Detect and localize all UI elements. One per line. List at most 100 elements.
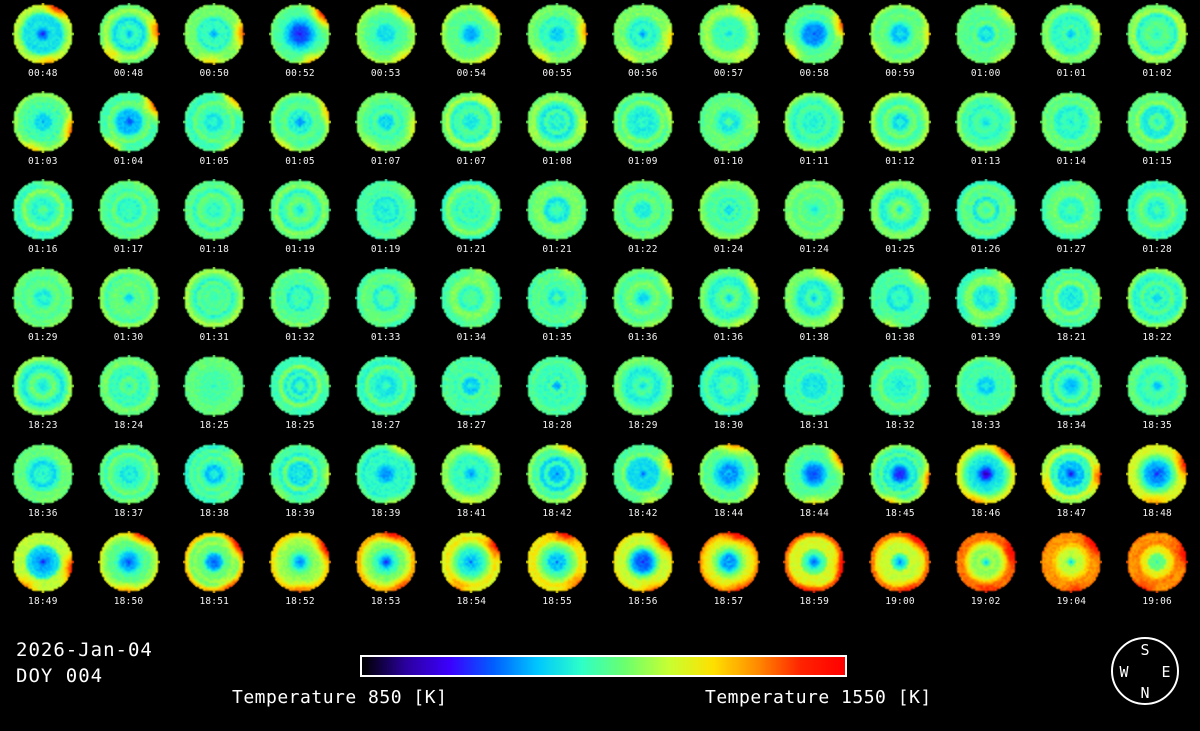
montage-frame[interactable]: 01:15	[1114, 88, 1200, 176]
montage-frame[interactable]: 01:30	[86, 264, 172, 352]
montage-frame[interactable]: 18:52	[257, 528, 343, 616]
montage-frame[interactable]: 01:05	[171, 88, 257, 176]
montage-frame[interactable]: 00:57	[686, 0, 772, 88]
montage-frame[interactable]: 00:48	[0, 0, 86, 88]
montage-frame[interactable]: 01:29	[0, 264, 86, 352]
montage-frame[interactable]: 01:36	[600, 264, 686, 352]
montage-frame[interactable]: 18:27	[429, 352, 515, 440]
montage-frame[interactable]: 00:58	[771, 0, 857, 88]
montage-frame[interactable]: 18:56	[600, 528, 686, 616]
thermal-disk[interactable]	[783, 443, 846, 505]
thermal-disk[interactable]	[268, 179, 331, 241]
thermal-disk[interactable]	[1126, 267, 1189, 329]
montage-frame[interactable]: 18:29	[600, 352, 686, 440]
montage-frame[interactable]: 18:23	[0, 352, 86, 440]
thermal-disk[interactable]	[868, 3, 931, 65]
thermal-disk[interactable]	[868, 267, 931, 329]
thermal-disk[interactable]	[1040, 267, 1103, 329]
thermal-disk[interactable]	[440, 355, 503, 417]
montage-frame[interactable]: 18:39	[257, 440, 343, 528]
thermal-disk[interactable]	[97, 531, 160, 593]
montage-frame[interactable]: 01:19	[343, 176, 429, 264]
thermal-disk[interactable]	[440, 531, 503, 593]
montage-frame[interactable]: 18:27	[343, 352, 429, 440]
montage-frame[interactable]: 01:39	[943, 264, 1029, 352]
thermal-disk[interactable]	[183, 531, 246, 593]
thermal-disk[interactable]	[440, 267, 503, 329]
montage-frame[interactable]: 00:48	[86, 0, 172, 88]
thermal-disk[interactable]	[97, 179, 160, 241]
montage-frame[interactable]: 18:49	[0, 528, 86, 616]
montage-frame[interactable]: 01:10	[686, 88, 772, 176]
montage-frame[interactable]: 01:26	[943, 176, 1029, 264]
thermal-disk[interactable]	[1126, 3, 1189, 65]
thermal-disk[interactable]	[268, 3, 331, 65]
thermal-disk[interactable]	[868, 91, 931, 153]
montage-frame[interactable]: 18:32	[857, 352, 943, 440]
thermal-disk[interactable]	[697, 531, 760, 593]
montage-frame[interactable]: 18:25	[171, 352, 257, 440]
montage-frame[interactable]: 18:46	[943, 440, 1029, 528]
montage-frame[interactable]: 01:21	[429, 176, 515, 264]
montage-frame[interactable]: 18:21	[1029, 264, 1115, 352]
montage-frame[interactable]: 01:38	[771, 264, 857, 352]
thermal-disk[interactable]	[354, 267, 417, 329]
montage-frame[interactable]: 19:04	[1029, 528, 1115, 616]
thermal-disk[interactable]	[97, 355, 160, 417]
montage-frame[interactable]: 18:48	[1114, 440, 1200, 528]
thermal-disk[interactable]	[954, 3, 1017, 65]
montage-frame[interactable]: 01:34	[429, 264, 515, 352]
thermal-disk[interactable]	[97, 91, 160, 153]
montage-frame[interactable]: 01:35	[514, 264, 600, 352]
montage-frame[interactable]: 01:31	[171, 264, 257, 352]
thermal-disk[interactable]	[11, 443, 74, 505]
montage-frame[interactable]: 18:54	[429, 528, 515, 616]
thermal-disk[interactable]	[1040, 179, 1103, 241]
thermal-disk[interactable]	[268, 443, 331, 505]
thermal-disk[interactable]	[783, 91, 846, 153]
thermal-disk[interactable]	[783, 531, 846, 593]
thermal-disk[interactable]	[97, 443, 160, 505]
thermal-disk[interactable]	[526, 531, 589, 593]
montage-frame[interactable]: 01:24	[771, 176, 857, 264]
montage-frame[interactable]: 18:59	[771, 528, 857, 616]
thermal-disk[interactable]	[1040, 3, 1103, 65]
montage-frame[interactable]: 18:37	[86, 440, 172, 528]
montage-frame[interactable]: 18:47	[1029, 440, 1115, 528]
montage-frame[interactable]: 01:33	[343, 264, 429, 352]
montage-frame[interactable]: 01:07	[343, 88, 429, 176]
thermal-disk[interactable]	[526, 3, 589, 65]
montage-frame[interactable]: 01:19	[257, 176, 343, 264]
montage-frame[interactable]: 01:03	[0, 88, 86, 176]
montage-frame[interactable]: 18:38	[171, 440, 257, 528]
montage-frame[interactable]: 00:55	[514, 0, 600, 88]
thermal-disk[interactable]	[354, 91, 417, 153]
thermal-disk[interactable]	[954, 355, 1017, 417]
montage-frame[interactable]: 19:00	[857, 528, 943, 616]
thermal-disk[interactable]	[954, 267, 1017, 329]
montage-frame[interactable]: 01:25	[857, 176, 943, 264]
thermal-disk[interactable]	[440, 443, 503, 505]
montage-frame[interactable]: 18:28	[514, 352, 600, 440]
thermal-disk[interactable]	[526, 355, 589, 417]
montage-frame[interactable]: 18:36	[0, 440, 86, 528]
montage-frame[interactable]: 01:32	[257, 264, 343, 352]
montage-frame[interactable]: 18:30	[686, 352, 772, 440]
thermal-disk[interactable]	[868, 531, 931, 593]
thermal-disk[interactable]	[97, 267, 160, 329]
thermal-disk[interactable]	[526, 443, 589, 505]
montage-frame[interactable]: 18:50	[86, 528, 172, 616]
thermal-disk[interactable]	[1126, 91, 1189, 153]
thermal-disk[interactable]	[526, 179, 589, 241]
thermal-disk[interactable]	[697, 179, 760, 241]
montage-frame[interactable]: 18:51	[171, 528, 257, 616]
thermal-disk[interactable]	[11, 3, 74, 65]
montage-frame[interactable]: 00:53	[343, 0, 429, 88]
montage-frame[interactable]: 18:42	[514, 440, 600, 528]
montage-frame[interactable]: 19:02	[943, 528, 1029, 616]
montage-frame[interactable]: 18:22	[1114, 264, 1200, 352]
thermal-disk[interactable]	[783, 267, 846, 329]
montage-frame[interactable]: 01:28	[1114, 176, 1200, 264]
montage-frame[interactable]: 18:44	[686, 440, 772, 528]
thermal-disk[interactable]	[783, 3, 846, 65]
